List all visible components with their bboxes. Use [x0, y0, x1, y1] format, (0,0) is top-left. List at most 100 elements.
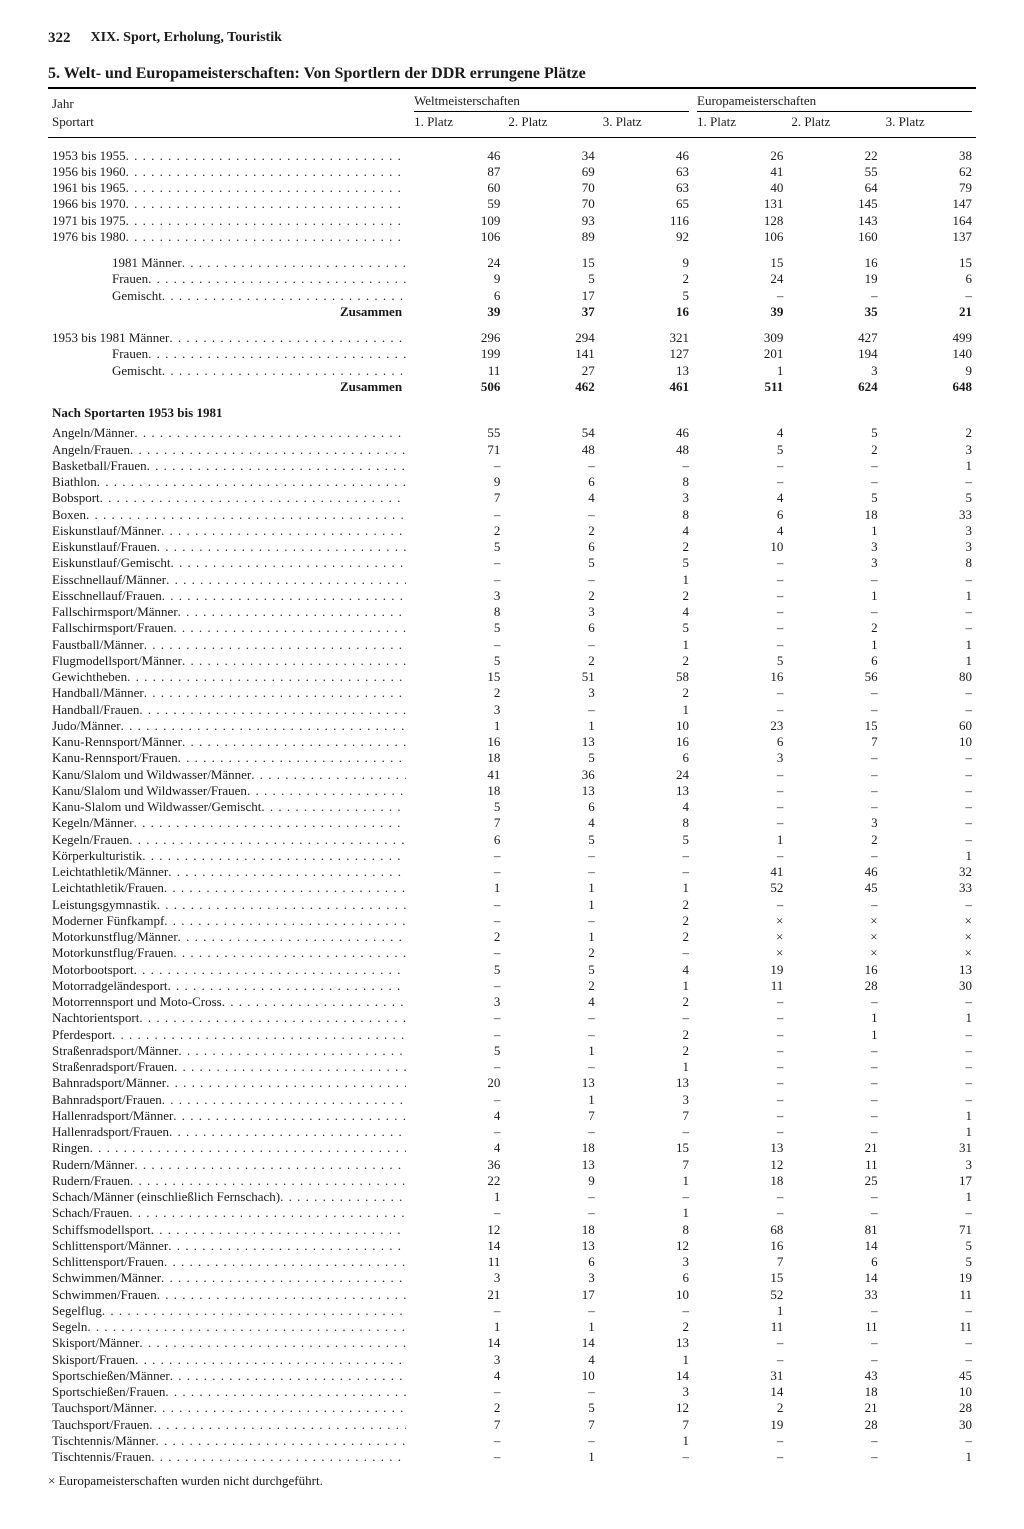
cell-value: 32 — [882, 864, 976, 880]
cell-value: 15 — [693, 255, 787, 271]
cell-value: 13 — [504, 734, 598, 750]
table-row: Schwimmen/Männer . . . . . . . . . . . .… — [48, 1270, 976, 1286]
cell-value: 70 — [504, 180, 598, 196]
cell-value: 8 — [882, 555, 976, 571]
cell-value: 11 — [410, 1254, 504, 1270]
row-label: Bahnradsport/Männer . . . . . . . . . . … — [48, 1075, 410, 1091]
cell-value: – — [882, 1205, 976, 1221]
cell-value: 3 — [599, 1254, 693, 1270]
cell-value: 8 — [599, 1222, 693, 1238]
cell-value: – — [787, 994, 881, 1010]
cell-value: – — [787, 783, 881, 799]
table-row: Leichtathletik/Männer . . . . . . . . . … — [48, 864, 976, 880]
table-row: Kanu-Rennsport/Frauen . . . . . . . . . … — [48, 750, 976, 766]
cell-value: 92 — [599, 229, 693, 245]
cell-value: – — [693, 1449, 787, 1465]
cell-value: – — [882, 750, 976, 766]
cell-value: 5 — [599, 288, 693, 304]
cell-value: 21 — [410, 1287, 504, 1303]
cell-value: 309 — [693, 330, 787, 346]
row-label: Motorkunstflug/Männer . . . . . . . . . … — [48, 929, 410, 945]
cell-value: 16 — [787, 255, 881, 271]
cell-value: 147 — [882, 196, 976, 212]
table-row: Schlittensport/Frauen . . . . . . . . . … — [48, 1254, 976, 1270]
header-europe: Europameisterschaften — [693, 89, 976, 114]
cell-value: – — [599, 1449, 693, 1465]
cell-value: – — [787, 572, 881, 588]
row-label: 1953 bis 1955 . . . . . . . . . . . . . … — [48, 148, 410, 164]
cell-value: 27 — [504, 363, 598, 379]
cell-value: 1 — [882, 1010, 976, 1026]
cell-value: – — [882, 1075, 976, 1091]
cell-value: 2 — [410, 1400, 504, 1416]
cell-value: 5 — [882, 1238, 976, 1254]
cell-value: – — [787, 1352, 881, 1368]
table-row: Eisschnellauf/Männer . . . . . . . . . .… — [48, 572, 976, 588]
row-label: Kanu-Slalom und Wildwasser/Gemischt . . … — [48, 799, 410, 815]
cell-value: 1 — [882, 588, 976, 604]
table-row: Handball/Frauen . . . . . . . . . . . . … — [48, 702, 976, 718]
cell-value: 13 — [504, 1238, 598, 1254]
cell-value: 6 — [693, 507, 787, 523]
cell-value: – — [882, 815, 976, 831]
cell-value: – — [410, 458, 504, 474]
cell-value: – — [504, 1124, 598, 1140]
cell-value: 12 — [693, 1157, 787, 1173]
header-europe-text: Europameisterschaften — [697, 93, 972, 112]
table-title: 5. Welt- und Europameisterschaften: Von … — [48, 65, 976, 83]
cell-value: 46 — [410, 148, 504, 164]
cell-value: 2 — [787, 620, 881, 636]
cell-value: 106 — [693, 229, 787, 245]
cell-value: – — [410, 572, 504, 588]
cell-value: 141 — [504, 346, 598, 362]
cell-value: 6 — [599, 1270, 693, 1286]
header-left-bot: Sportart — [48, 114, 410, 136]
cell-value: 87 — [410, 164, 504, 180]
cell-value: – — [882, 572, 976, 588]
section-subhead: Nach Sportarten 1953 bis 1981 — [48, 395, 976, 425]
cell-value: 3 — [410, 1270, 504, 1286]
cell-value: 5 — [599, 620, 693, 636]
cell-value: 60 — [410, 180, 504, 196]
cell-value: 3 — [693, 750, 787, 766]
cell-value: 9 — [410, 474, 504, 490]
cell-value: – — [599, 1124, 693, 1140]
cell-value: 131 — [693, 196, 787, 212]
cell-value: – — [410, 1384, 504, 1400]
table-row: Zusammen393716393521 — [48, 304, 976, 320]
cell-value: 65 — [599, 196, 693, 212]
cell-value: 34 — [504, 148, 598, 164]
cell-value: 4 — [693, 425, 787, 441]
cell-value: 4 — [599, 799, 693, 815]
cell-value: – — [693, 1075, 787, 1091]
table-row: Gewichtheben . . . . . . . . . . . . . .… — [48, 669, 976, 685]
cell-value: – — [693, 702, 787, 718]
cell-value: 16 — [693, 669, 787, 685]
cell-value: – — [504, 1303, 598, 1319]
cell-value: 3 — [787, 815, 881, 831]
cell-value: 1 — [787, 1010, 881, 1026]
row-label: Judo/Männer . . . . . . . . . . . . . . … — [48, 718, 410, 734]
row-label: Schlittensport/Frauen . . . . . . . . . … — [48, 1254, 410, 1270]
row-label: Eiskunstlauf/Gemischt . . . . . . . . . … — [48, 555, 410, 571]
row-label: Zusammen — [48, 379, 410, 395]
cell-value: – — [693, 1433, 787, 1449]
cell-value: – — [693, 572, 787, 588]
row-label: Eisschnellauf/Frauen . . . . . . . . . .… — [48, 588, 410, 604]
cell-value: 7 — [410, 815, 504, 831]
table-row: Zusammen506462461511624648 — [48, 379, 976, 395]
row-label: Boxen . . . . . . . . . . . . . . . . . … — [48, 507, 410, 523]
cell-value: 15 — [599, 1140, 693, 1156]
cell-value: 14 — [599, 1368, 693, 1384]
cell-value: – — [504, 1384, 598, 1400]
cell-value: 1 — [504, 880, 598, 896]
table-row: 1956 bis 1960 . . . . . . . . . . . . . … — [48, 164, 976, 180]
cell-value: 13 — [693, 1140, 787, 1156]
row-label: Eiskunstlauf/Frauen . . . . . . . . . . … — [48, 539, 410, 555]
cell-value: 137 — [882, 229, 976, 245]
cell-value: 2 — [410, 685, 504, 701]
cell-value: 3 — [410, 994, 504, 1010]
table-row: 1953 bis 1981 Männer . . . . . . . . . .… — [48, 330, 976, 346]
cell-value: 2 — [787, 832, 881, 848]
cell-value: – — [410, 913, 504, 929]
